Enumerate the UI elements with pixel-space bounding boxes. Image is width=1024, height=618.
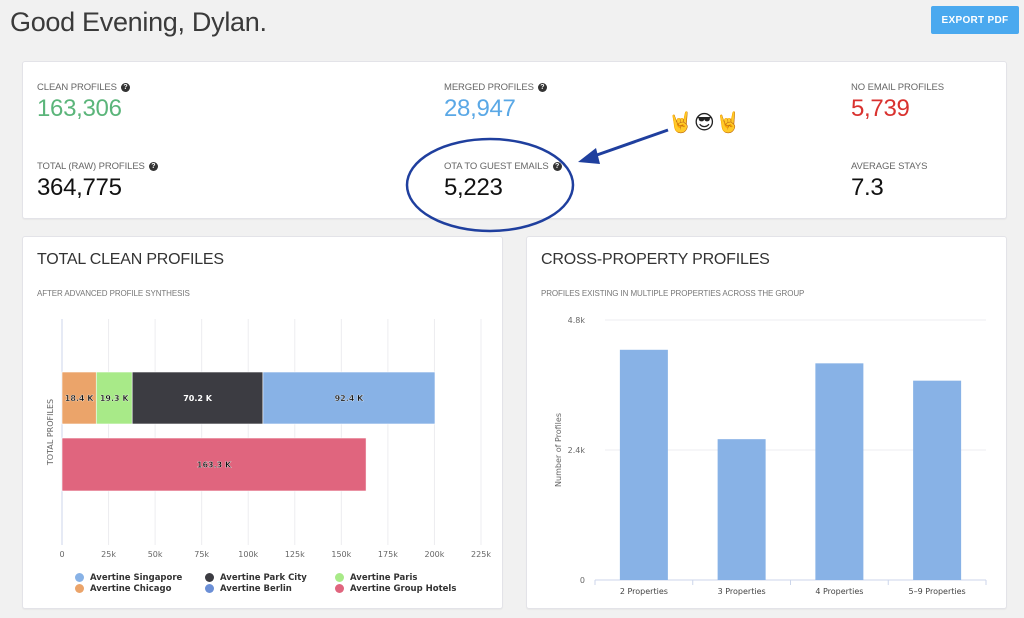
x-tick-label: 4 Properties bbox=[815, 587, 863, 596]
legend-dot-icon bbox=[75, 573, 84, 582]
x-tick-label: 3 Properties bbox=[718, 587, 766, 596]
stat-label: CLEAN PROFILES bbox=[37, 82, 117, 93]
legend-item[interactable]: Avertine Group Hotels bbox=[335, 583, 475, 594]
stat-value: 5,223 bbox=[444, 174, 503, 201]
help-icon[interactable]: ? bbox=[148, 162, 158, 171]
legend-dot-icon bbox=[75, 584, 84, 593]
y-axis-title: TOTAL PROFILES bbox=[46, 399, 55, 466]
legend-dot-icon bbox=[205, 584, 214, 593]
bar-segment bbox=[61, 371, 97, 425]
legend-label: Avertine Park City bbox=[220, 572, 307, 583]
help-icon[interactable]: ? bbox=[120, 83, 130, 92]
card-subtitle: AFTER ADVANCED PROFILE SYNTHESIS bbox=[37, 289, 190, 298]
legend-label: Avertine Group Hotels bbox=[350, 583, 457, 594]
cross-property-profiles-card: CROSS-PROPERTY PROFILES PROFILES EXISTIN… bbox=[526, 236, 1007, 609]
card-subtitle: PROFILES EXISTING IN MULTIPLE PROPERTIES… bbox=[541, 289, 805, 298]
stat-value: 163,306 bbox=[37, 95, 122, 122]
data-label: 19.3 K bbox=[100, 394, 130, 403]
help-icon[interactable]: ? bbox=[552, 162, 562, 171]
help-icon[interactable]: ? bbox=[537, 83, 547, 92]
stat-label: TOTAL (RAW) PROFILES bbox=[37, 161, 145, 172]
x-tick-label: 25k bbox=[101, 550, 116, 559]
x-tick-label: 75k bbox=[194, 550, 209, 559]
stat-label: MERGED PROFILES bbox=[444, 82, 534, 93]
bar bbox=[913, 380, 962, 580]
stats-card: CLEAN PROFILES? 163,306 MERGED PROFILES?… bbox=[22, 61, 1007, 219]
legend-item[interactable]: Avertine Berlin bbox=[205, 583, 335, 594]
bar-segment bbox=[61, 437, 367, 492]
legend-label: Avertine Singapore bbox=[90, 572, 183, 583]
card-title: TOTAL CLEAN PROFILES bbox=[37, 251, 224, 268]
stat-value: 28,947 bbox=[444, 95, 516, 122]
rock-on-sunglasses-emoji: 🤘😎🤘 bbox=[668, 112, 742, 134]
legend-dot-icon bbox=[205, 573, 214, 582]
total-clean-profiles-chart: 0 25k 50k 75k 100k 125k 150k 175k 200k 225k TOTAL … bbox=[46, 319, 491, 559]
bar-segment bbox=[131, 371, 264, 425]
bar bbox=[717, 439, 766, 580]
legend-item[interactable]: Avertine Chicago bbox=[75, 583, 205, 594]
y-tick-label: 4.8k bbox=[568, 316, 586, 325]
legend-label: Avertine Berlin bbox=[220, 583, 292, 594]
greeting-heading: Good Evening, Dylan. bbox=[10, 7, 267, 37]
stat-no-email-profiles: NO EMAIL PROFILES 5,739 bbox=[851, 82, 944, 123]
bar bbox=[619, 349, 668, 580]
y-tick-label: 0 bbox=[580, 576, 585, 585]
legend-label: Avertine Chicago bbox=[90, 583, 172, 594]
x-tick-label: 225k bbox=[471, 550, 491, 559]
stat-label: OTA TO GUEST EMAILS bbox=[444, 161, 549, 172]
x-tick-label: 50k bbox=[148, 550, 163, 559]
bar-segment bbox=[95, 371, 133, 425]
legend-label: Avertine Paris bbox=[350, 572, 418, 583]
data-label: 18.4 K bbox=[65, 394, 95, 403]
legend-dot-icon bbox=[335, 573, 344, 582]
stat-value: 5,739 bbox=[851, 95, 910, 122]
legend-item[interactable]: Avertine Singapore bbox=[75, 572, 205, 583]
stat-ota-to-guest-emails: OTA TO GUEST EMAILS? 5,223 bbox=[444, 161, 562, 202]
legend-item[interactable]: Avertine Park City bbox=[205, 572, 335, 583]
x-tick-label: 2 Properties bbox=[620, 587, 668, 596]
data-label: 70.2 K bbox=[183, 394, 213, 403]
bar bbox=[815, 363, 864, 580]
stat-value: 7.3 bbox=[851, 174, 884, 201]
x-tick-label: 125k bbox=[285, 550, 305, 559]
stat-merged-profiles: MERGED PROFILES? 28,947 bbox=[444, 82, 547, 123]
x-tick-label: 100k bbox=[238, 550, 258, 559]
stat-clean-profiles: CLEAN PROFILES? 163,306 bbox=[37, 82, 130, 123]
total-clean-profiles-card: TOTAL CLEAN PROFILES AFTER ADVANCED PROF… bbox=[22, 236, 503, 609]
x-tick-label: 150k bbox=[331, 550, 351, 559]
bar-segment bbox=[262, 371, 436, 425]
stat-average-stays: AVERAGE STAYS 7.3 bbox=[851, 161, 927, 202]
y-tick-label: 2.4k bbox=[568, 446, 586, 455]
data-label: 163.3 K bbox=[197, 461, 232, 470]
card-title: CROSS-PROPERTY PROFILES bbox=[541, 251, 770, 268]
stat-value: 364,775 bbox=[37, 174, 122, 201]
legend-dot-icon bbox=[335, 584, 344, 593]
data-label: 92.4 K bbox=[335, 394, 365, 403]
x-tick-label: 175k bbox=[378, 550, 398, 559]
x-tick-label: 5–9 Properties bbox=[909, 587, 966, 596]
stat-total-raw-profiles: TOTAL (RAW) PROFILES? 364,775 bbox=[37, 161, 158, 202]
export-pdf-button[interactable]: EXPORT PDF bbox=[931, 6, 1019, 34]
chart-legend: Avertine Singapore Avertine Park City Aver… bbox=[75, 572, 475, 594]
cross-property-profiles-chart: 0 2.4k 4.8k Number of Profiles 2 Properties 3… bbox=[554, 316, 987, 596]
stat-label: AVERAGE STAYS bbox=[851, 161, 928, 172]
stat-label: NO EMAIL PROFILES bbox=[851, 82, 944, 93]
legend-item[interactable]: Avertine Paris bbox=[335, 572, 475, 583]
x-tick-label: 0 bbox=[59, 550, 64, 559]
x-tick-label: 200k bbox=[424, 550, 444, 559]
y-axis-title: Number of Profiles bbox=[554, 413, 563, 487]
